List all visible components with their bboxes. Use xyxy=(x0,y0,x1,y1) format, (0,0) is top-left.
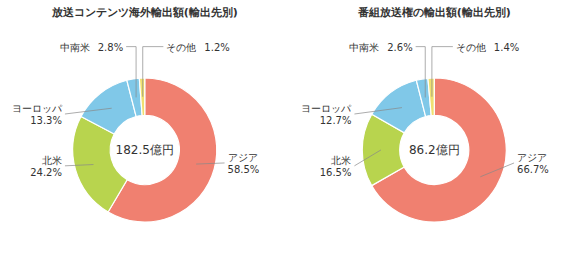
slice-label: ヨーロッパ13.3% xyxy=(12,103,63,126)
slice-category: ヨーロッパ xyxy=(12,103,63,114)
leader-line xyxy=(480,163,514,177)
leader-line xyxy=(65,108,112,114)
slice-value: 2.8% xyxy=(98,42,123,53)
slices xyxy=(362,78,506,222)
slices xyxy=(73,78,217,222)
center-text: 86.2億円 xyxy=(409,143,460,157)
slice-value: 1.2% xyxy=(204,42,229,53)
slice-label: アジア66.7% xyxy=(517,152,549,175)
slice-category: その他 xyxy=(456,42,486,53)
slice-value: 66.7% xyxy=(517,164,549,175)
leader-line xyxy=(65,165,94,166)
donut-slice xyxy=(81,80,136,134)
slice-value: 24.2% xyxy=(30,167,62,178)
slice-category: 中南米 xyxy=(349,42,379,53)
slice-category: アジア xyxy=(228,152,258,163)
slice-category: アジア xyxy=(517,152,547,163)
leader-line xyxy=(354,108,402,114)
center-text: 182.5億円 xyxy=(116,143,174,157)
slice-label: ヨーロッパ12.7% xyxy=(301,103,352,126)
donut-chart: 番組放送権の輸出額(輸出先別) 86.2億円アジア66.7% 北米16.5% ヨーロッ… xyxy=(301,6,548,222)
slice-label: 北米24.2% xyxy=(30,155,62,178)
slice-category: その他 xyxy=(166,42,196,53)
slice-category: 北米 xyxy=(331,155,351,166)
slice-label: 中南米 2.8% xyxy=(60,42,123,53)
slice-label: その他 1.4% xyxy=(456,42,519,53)
slice-value: 1.4% xyxy=(494,42,519,53)
slice-label: アジア58.5% xyxy=(228,152,260,175)
donut-slice xyxy=(372,80,426,133)
slice-label: 北米16.5% xyxy=(320,155,352,178)
leader-line xyxy=(354,150,381,166)
leader-line xyxy=(416,47,426,98)
donut-chart: 放送コンテンツ海外輸出額(輸出先別) 182.5億円アジア58.5% 北米24.2%… xyxy=(12,6,259,222)
leader-line xyxy=(126,47,136,98)
donut-slice xyxy=(139,78,144,116)
donut-slice xyxy=(73,117,127,212)
chart-canvas: 放送コンテンツ海外輸出額(輸出先別)182.5億円アジア58.5%北米24.2%… xyxy=(0,0,579,272)
slice-category: 北米 xyxy=(42,155,62,166)
chart-title: 放送コンテンツ海外輸出額(輸出先別) xyxy=(51,6,238,19)
chart-title: 番組放送権の輸出額(輸出先別) xyxy=(357,6,511,19)
slice-label: その他 1.2% xyxy=(166,42,229,53)
slice-value: 2.6% xyxy=(387,42,412,53)
leader-line xyxy=(432,47,453,97)
slice-label: 中南米 2.6% xyxy=(349,42,412,53)
leader-line xyxy=(196,163,224,164)
slice-category: 中南米 xyxy=(60,42,90,53)
slice-value: 12.7% xyxy=(320,115,352,126)
slice-category: ヨーロッパ xyxy=(301,103,352,114)
slice-value: 58.5% xyxy=(228,164,260,175)
slice-value: 13.3% xyxy=(30,115,62,126)
donut-slice xyxy=(428,78,434,116)
slice-value: 16.5% xyxy=(320,167,352,178)
leader-line xyxy=(143,47,164,97)
